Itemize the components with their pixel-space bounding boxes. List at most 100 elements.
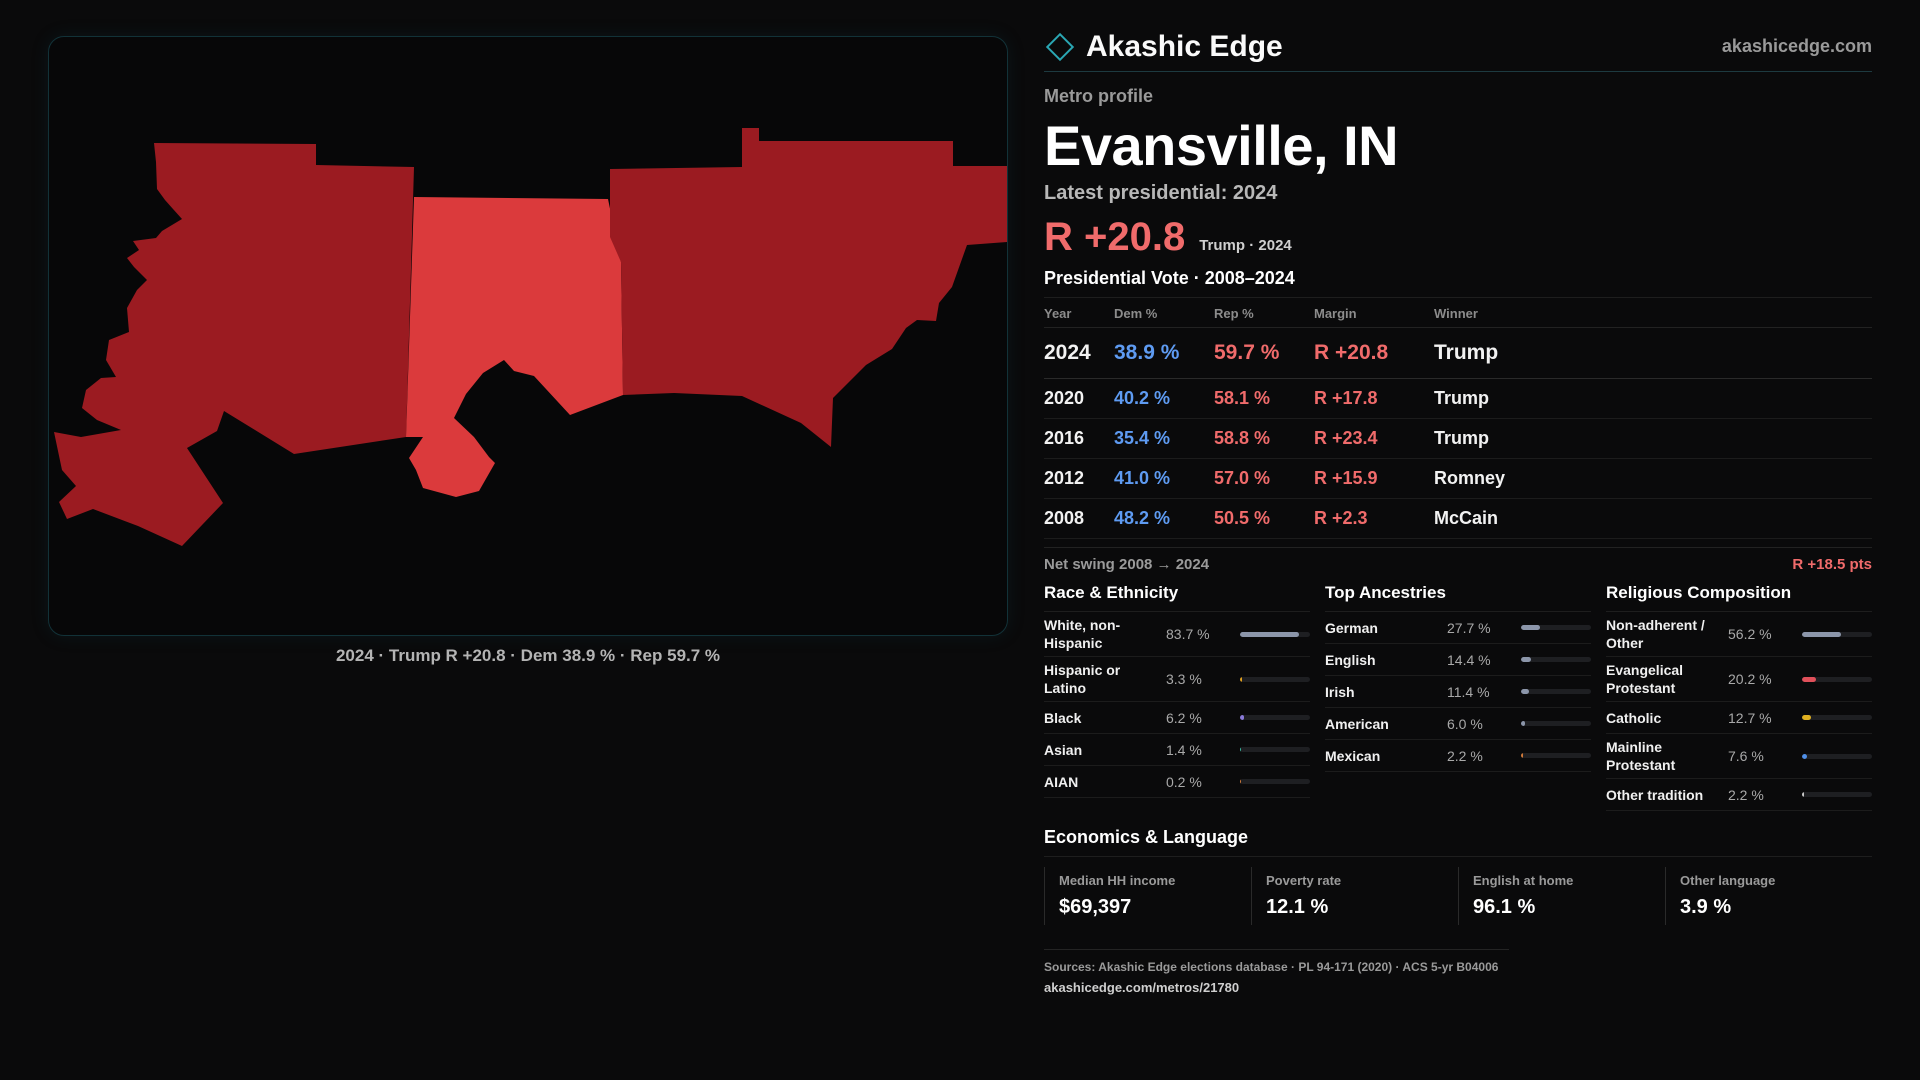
cell-dem: 41.0 %: [1114, 458, 1214, 499]
race-ethnicity-section: Race & Ethnicity White, non-Hispanic 83.7…: [1044, 583, 1310, 811]
list-item: Irish 11.4 %: [1325, 676, 1591, 708]
item-value: 11.4 %: [1447, 683, 1490, 700]
item-value: 20.2 %: [1728, 671, 1772, 687]
econ-label: Other language: [1680, 873, 1776, 888]
headline-winner: Trump · 2024: [1199, 237, 1292, 254]
item-value: 14.4 %: [1447, 651, 1491, 668]
list-item: Evangelical Protestant 20.2 %: [1606, 657, 1872, 702]
county-center[interactable]: [406, 197, 623, 497]
item-value: 3.3 %: [1166, 671, 1202, 687]
item-bar-fill: [1521, 657, 1532, 662]
econ-value: 96.1 %: [1473, 896, 1536, 918]
list-item: German 27.7 %: [1325, 612, 1591, 644]
cell-rep: 50.5 %: [1214, 498, 1314, 539]
item-bar-fill: [1521, 721, 1526, 726]
cell-winner: Trump: [1434, 418, 1872, 459]
header-winner: Winner: [1434, 298, 1872, 328]
cell-dem: 48.2 %: [1114, 498, 1214, 539]
item-bar-fill: [1240, 747, 1242, 752]
item-value: 27.7 %: [1447, 619, 1491, 636]
item-label: Other tradition: [1606, 786, 1704, 803]
map-panel[interactable]: [48, 36, 1008, 636]
econ-value: 12.1 %: [1266, 896, 1329, 918]
item-bar: [1802, 715, 1872, 720]
cell-year: 2024: [1044, 327, 1114, 379]
cell-rep: 57.0 %: [1214, 458, 1314, 499]
county-west[interactable]: [54, 143, 414, 546]
race-ethnicity-title: Race & Ethnicity: [1044, 583, 1310, 612]
county-east[interactable]: [610, 128, 1007, 447]
cell-winner: McCain: [1434, 498, 1872, 539]
item-bar-fill: [1802, 792, 1804, 797]
item-label: American: [1325, 715, 1389, 732]
econ-value: 3.9 %: [1680, 896, 1732, 918]
item-label: Hispanic or Latino: [1044, 662, 1121, 696]
demographics-grid: Race & Ethnicity White, non-Hispanic 83.7…: [1044, 583, 1872, 811]
headline-margin: R +20.8: [1044, 215, 1186, 259]
item-bar: [1521, 689, 1591, 694]
item-value: 2.2 %: [1728, 786, 1764, 803]
item-bar-fill: [1240, 779, 1242, 784]
item-label: Black: [1044, 709, 1082, 726]
item-value: 56.2 %: [1728, 626, 1772, 642]
table-row: 2012 41.0 % 57.0 % R +15.9 Romney: [1044, 458, 1872, 499]
table-row: 2020 40.2 % 58.1 % R +17.8 Trump: [1044, 378, 1872, 419]
economics-cards: Median HH income $69,397 Poverty rate 12…: [1044, 867, 1872, 925]
item-bar: [1802, 631, 1872, 637]
list-item: Asian 1.4 %: [1044, 734, 1310, 766]
item-bar: [1240, 676, 1310, 682]
cell-dem: 40.2 %: [1114, 378, 1214, 419]
item-bar-fill: [1521, 689, 1529, 694]
cell-margin: R +2.3: [1314, 498, 1434, 539]
item-bar: [1240, 631, 1310, 637]
item-bar: [1802, 753, 1872, 759]
cell-winner: Trump: [1434, 378, 1872, 419]
sources-footer: Sources: Akashic Edge elections database…: [1044, 949, 1509, 995]
diamond-outline-icon: [1045, 32, 1075, 61]
sources-url-link[interactable]: akashicedge.com/metros/21780: [1044, 980, 1240, 995]
econ-label: English at home: [1473, 873, 1574, 888]
cell-year: 2016: [1044, 418, 1114, 459]
religion-title: Religious Composition: [1606, 583, 1872, 612]
list-item: Other tradition 2.2 %: [1606, 779, 1872, 811]
item-value: 6.0 %: [1447, 715, 1483, 732]
item-bar-fill: [1240, 715, 1245, 720]
map-caption: 2024 · Trump R +20.8 · Dem 38.9 % · Rep …: [335, 646, 721, 665]
item-bar: [1521, 753, 1591, 758]
cell-margin: R +23.4: [1314, 418, 1434, 459]
item-label: AIAN: [1044, 773, 1079, 790]
cell-year: 2012: [1044, 458, 1114, 499]
item-bar-fill: [1802, 631, 1842, 637]
list-item: Hispanic or Latino 3.3 %: [1044, 657, 1310, 702]
list-item: Black 6.2 %: [1044, 702, 1310, 734]
net-swing-label: Net swing 2008 → 2024: [1044, 556, 1210, 573]
profile-eyebrow: Metro profile: [1044, 86, 1154, 106]
item-value: 2.2 %: [1447, 747, 1483, 764]
item-label: White, non-Hispanic: [1044, 617, 1121, 651]
table-row: 2008 48.2 % 50.5 % R +2.3 McCain: [1044, 498, 1872, 539]
county-map[interactable]: [49, 37, 1008, 636]
net-swing: Net swing 2008 → 2024 R +18.5 pts: [1044, 547, 1872, 573]
cell-margin: R +17.8: [1314, 378, 1434, 419]
item-bar: [1240, 779, 1310, 784]
econ-label: Poverty rate: [1266, 873, 1342, 888]
list-item: Mainline Protestant 7.6 %: [1606, 734, 1872, 779]
ancestries-title: Top Ancestries: [1325, 583, 1591, 612]
brand[interactable]: Akashic Edge: [1044, 30, 1283, 64]
list-item: Catholic 12.7 %: [1606, 702, 1872, 734]
list-item: White, non-Hispanic 83.7 %: [1044, 612, 1310, 657]
religion-section: Religious Composition Non-adherent / Oth…: [1606, 583, 1872, 811]
item-label: Asian: [1044, 741, 1083, 758]
item-value: 7.6 %: [1728, 748, 1764, 764]
cell-dem: 38.9 %: [1114, 327, 1214, 379]
item-bar-fill: [1802, 715, 1811, 720]
list-item: Mexican 2.2 %: [1325, 740, 1591, 772]
header-dem: Dem %: [1114, 298, 1214, 328]
item-bar-fill: [1240, 631, 1299, 637]
item-label: Mainline Protestant: [1606, 739, 1676, 773]
econ-card-poverty: Poverty rate 12.1 %: [1251, 867, 1458, 925]
latest-election-label: Latest presidential: 2024: [1044, 182, 1278, 204]
econ-value: $69,397: [1059, 896, 1132, 918]
item-label: Mexican: [1325, 747, 1381, 764]
brand-url-link[interactable]: akashicedge.com: [1721, 36, 1872, 56]
